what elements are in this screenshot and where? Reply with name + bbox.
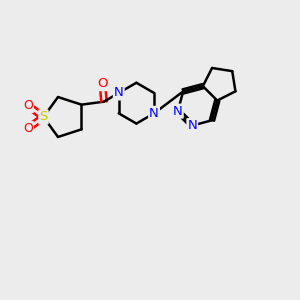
Text: O: O: [23, 99, 33, 112]
Text: O: O: [23, 122, 33, 135]
Text: N: N: [188, 119, 197, 132]
Text: N: N: [149, 107, 159, 120]
Text: N: N: [173, 105, 183, 118]
Text: S: S: [39, 110, 48, 124]
Text: N: N: [114, 86, 124, 100]
Text: O: O: [97, 77, 108, 90]
